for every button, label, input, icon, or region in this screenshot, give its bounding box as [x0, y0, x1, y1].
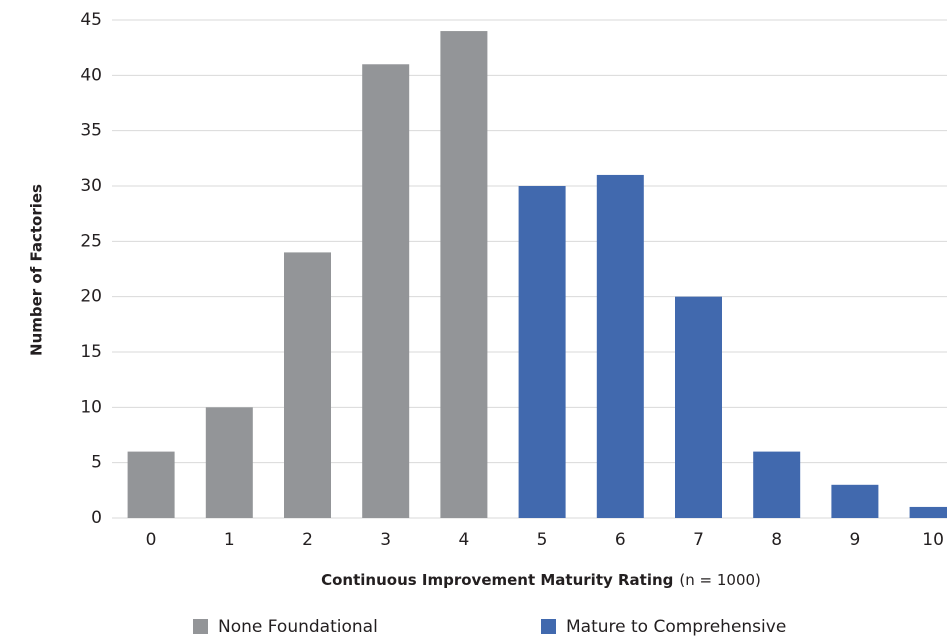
y-tick-label: 40 [80, 65, 102, 85]
bar [675, 296, 722, 518]
bar [284, 252, 331, 518]
x-tick-label: 9 [849, 530, 860, 550]
legend-swatch [541, 619, 556, 634]
x-tick-label: 1 [224, 530, 235, 550]
bar [440, 31, 488, 519]
bar [205, 407, 253, 518]
x-tick-label: 4 [458, 530, 469, 550]
x-tick-label: 10 [922, 530, 944, 550]
legend-label: None Foundational [218, 617, 378, 637]
y-tick-label: 35 [80, 121, 102, 141]
bar [831, 484, 879, 518]
x-tick-label: 5 [537, 530, 548, 550]
bar [362, 64, 410, 519]
bar [753, 451, 801, 518]
y-tick-label: 0 [91, 508, 102, 528]
y-tick-label: 10 [80, 397, 102, 417]
x-axis-label-text: Continuous Improvement Maturity Rating [321, 571, 673, 589]
bar [518, 186, 566, 518]
y-tick-label: 15 [80, 342, 102, 362]
x-axis-label-note: (n = 1000) [679, 571, 761, 589]
x-tick-label: 8 [771, 530, 782, 550]
y-tick-label: 30 [80, 176, 102, 196]
x-tick-label: 7 [693, 530, 704, 550]
legend-swatch [193, 619, 208, 634]
bar [127, 451, 175, 518]
x-axis-label: Continuous Improvement Maturity Rating (n… [321, 571, 761, 589]
y-tick-label: 5 [91, 453, 102, 473]
y-axis-label: Number of Factories [28, 184, 46, 356]
legend-label: Mature to Comprehensive [566, 617, 786, 637]
y-tick-label: 45 [80, 10, 102, 30]
bar [596, 174, 644, 518]
y-tick-label: 25 [80, 231, 102, 251]
y-tick-label: 20 [80, 287, 102, 307]
x-tick-label: 2 [302, 530, 313, 550]
x-tick-label: 3 [380, 530, 391, 550]
x-tick-label: 6 [615, 530, 626, 550]
x-tick-label: 0 [146, 530, 157, 550]
bar [909, 506, 947, 518]
